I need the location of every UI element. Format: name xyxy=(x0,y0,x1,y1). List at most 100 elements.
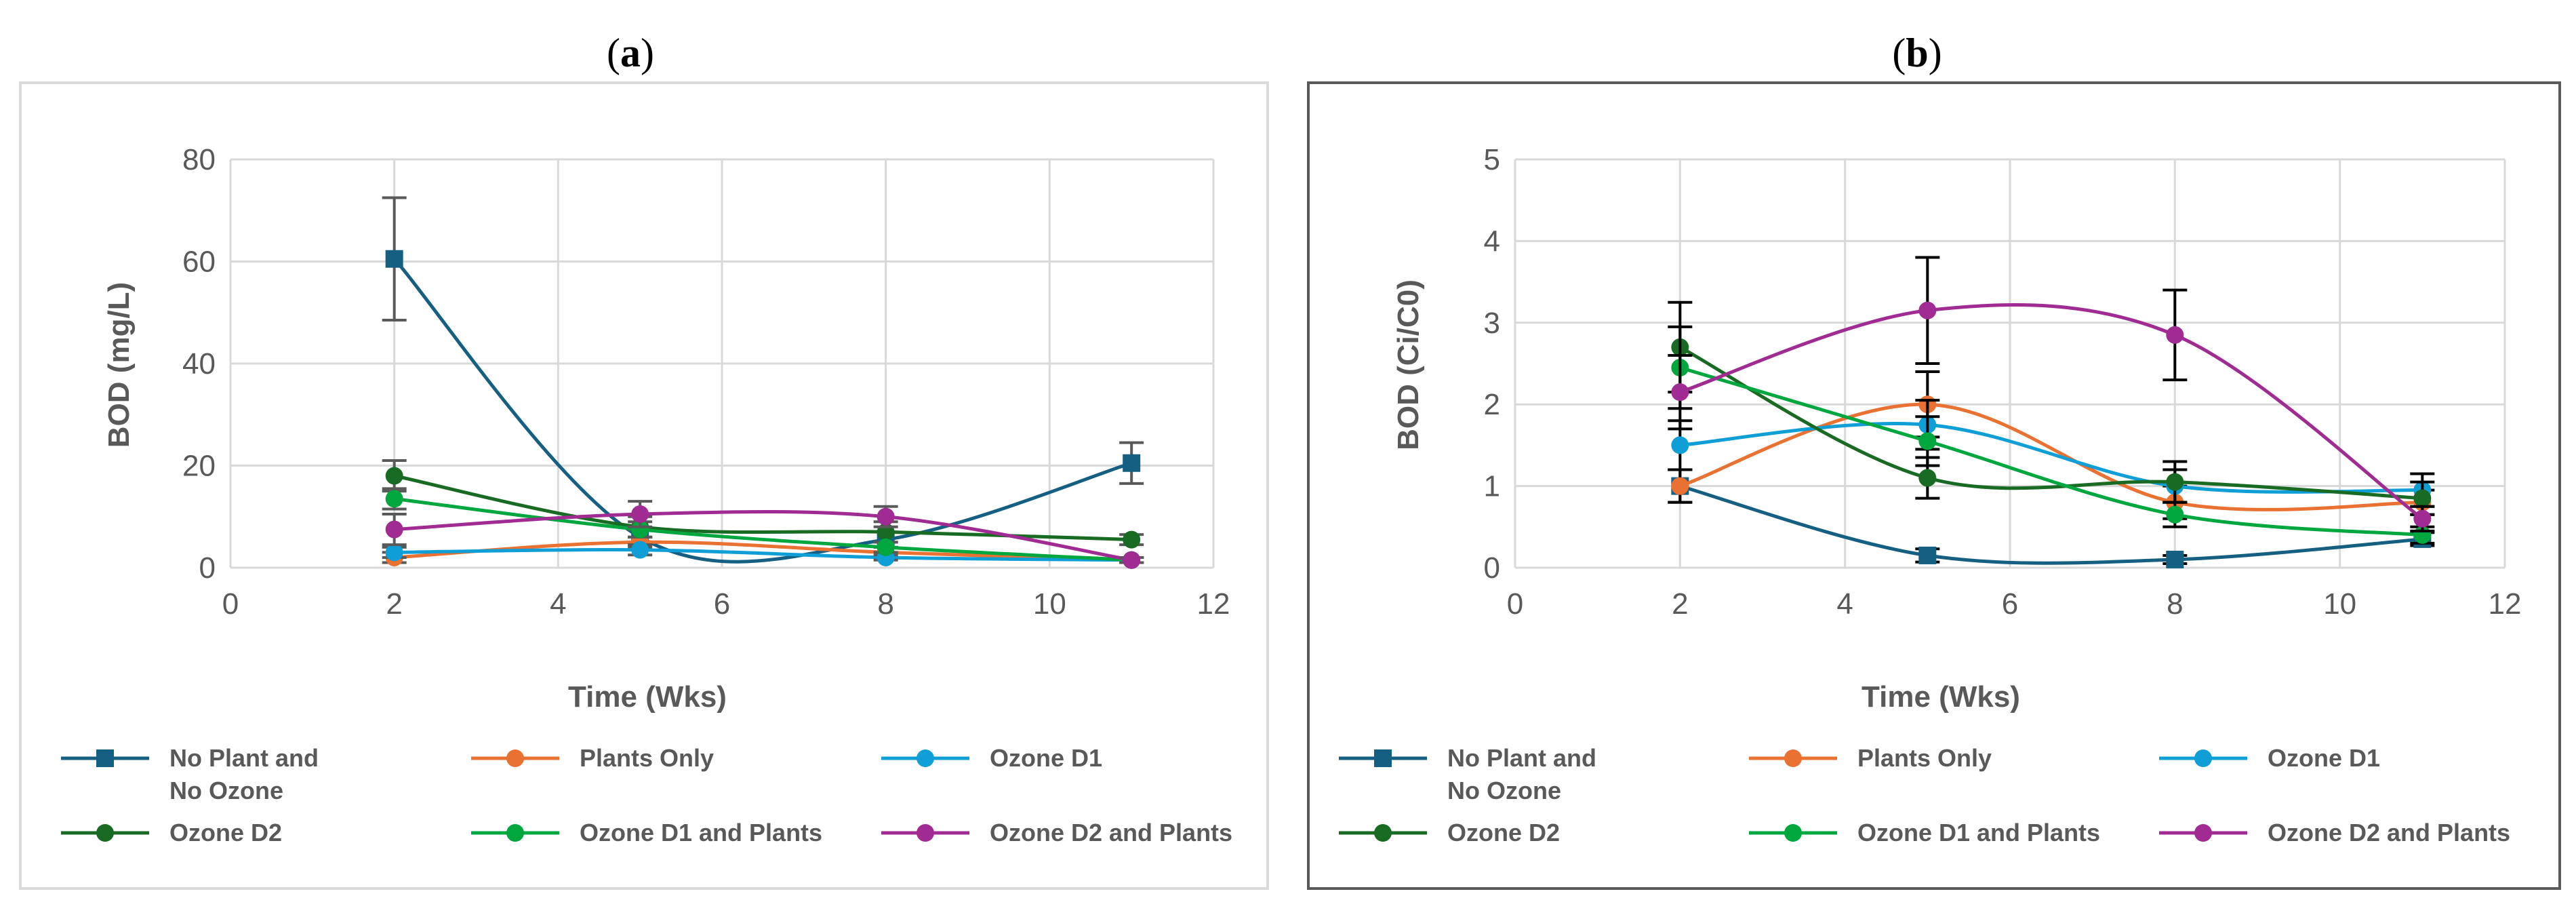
panel-b-xtick-label: 4 xyxy=(1836,587,1853,621)
panel-b-ytick-label: 3 xyxy=(1484,307,1500,340)
panel-b-legend-label: Ozone D1 and Plants xyxy=(1857,819,2100,846)
panel-b-data-point xyxy=(1671,477,1689,495)
panel-a-legend-label: Ozone D2 and Plants xyxy=(990,819,1232,846)
panel-a-series-ozone-d2-and-plants xyxy=(382,500,1144,569)
panel-a-legend-item-no-plant-and-no-ozone: No Plant and No Ozone xyxy=(61,744,319,804)
panel-b-data-point xyxy=(1671,383,1689,402)
panel-a-xtick-label: 2 xyxy=(386,587,402,621)
panel-b-ytick-label: 1 xyxy=(1484,470,1500,503)
panel-b-data-point xyxy=(2413,509,2432,528)
panel-a-legend-swatch-marker xyxy=(96,749,114,767)
panel-a-legend-swatch-marker xyxy=(96,824,114,842)
panel-b-xtick-label: 8 xyxy=(2167,587,2183,621)
panel-b-data-point xyxy=(1671,436,1689,454)
panel-a-legend-label: No Plant and xyxy=(169,744,319,772)
panel-a-xtick-label: 10 xyxy=(1033,587,1066,621)
panel-b-data-point xyxy=(2166,505,2184,524)
panel-b-legend-item-ozone-d2: Ozone D2 xyxy=(1339,819,1560,846)
panel-a-ytick-label: 20 xyxy=(182,450,216,483)
panel-a-xtick-label: 4 xyxy=(550,587,566,621)
panel-b-legend-swatch-marker xyxy=(1374,749,1392,767)
panel-b-legend-label-line2: No Ozone xyxy=(1447,777,1561,804)
panel-b-data-point xyxy=(1918,301,1937,319)
panel-b-xtick-label: 12 xyxy=(2489,587,2522,621)
panel-b-xtick-label: 2 xyxy=(1672,587,1688,621)
panel-a-legend-swatch-marker xyxy=(506,749,524,767)
panel-a-data-point xyxy=(385,490,403,508)
panel-a-xtick-label: 6 xyxy=(714,587,730,621)
panel-b-xtick-label: 0 xyxy=(1507,587,1523,621)
panel-b-ytick-label: 4 xyxy=(1484,225,1500,258)
panel-a-ytick-label: 40 xyxy=(182,347,216,381)
panel-a-series-line-no-plant-and-no-ozone xyxy=(393,258,1132,564)
panel-a-data-point xyxy=(385,467,403,485)
panel-b-legend-swatch-marker xyxy=(1374,824,1392,842)
panel-a-data-point xyxy=(631,520,649,539)
panel-b-data-point xyxy=(1918,432,1937,450)
panel-b-legend-swatch-marker xyxy=(1784,824,1802,842)
panel-b-legend-label: Plants Only xyxy=(1857,744,1992,772)
panel-a-legend-label: Plants Only xyxy=(580,744,714,772)
panel-a-data-point xyxy=(877,538,895,556)
panel-a-ytick-label: 60 xyxy=(182,246,216,279)
panel-a-xtick-label: 8 xyxy=(877,587,893,621)
panel-b-legend-item-no-plant-and-no-ozone: No Plant and No Ozone xyxy=(1339,744,1596,804)
panel-b-data-point xyxy=(1918,469,1937,487)
panel-a-xtick-label: 0 xyxy=(222,587,239,621)
panel-b-series-line-plants-only xyxy=(1679,402,2423,511)
panel-a-series-line-ozone-d1 xyxy=(394,547,1132,562)
panel-b-ylabel: BOD (Ci/C0) xyxy=(1392,279,1425,450)
panel-b-legend-item-ozone-d1: Ozone D1 xyxy=(2159,744,2380,772)
panel-a-xtick-label: 12 xyxy=(1197,587,1230,621)
panel-a-legend-swatch-marker xyxy=(917,824,934,842)
panel-a-legend: No Plant and No Ozone Plants Only Ozone D1 O… xyxy=(61,744,1232,846)
panel-a-data-point xyxy=(1123,530,1141,549)
panel-a-series-line-ozone-d1-and-plants xyxy=(394,496,1132,562)
panel-a-ylabel: BOD (mg/L) xyxy=(102,282,136,448)
panel-a-legend-label-line2: No Ozone xyxy=(169,777,283,804)
panel-b-data-point xyxy=(2166,550,2184,568)
panel-a-data-point xyxy=(631,541,649,559)
panel-b-series-line-ozone-d1-and-plants xyxy=(1679,366,2423,537)
panel-b-legend-item-ozone-d2-and-plants: Ozone D2 and Plants xyxy=(2159,819,2510,846)
panel-b-legend-item-ozone-d1-and-plants: Ozone D1 and Plants xyxy=(1749,819,2100,846)
panel-a-legend-item-ozone-d1-and-plants: Ozone D1 and Plants xyxy=(471,819,822,846)
panel-a-legend-label: Ozone D1 xyxy=(990,744,1102,772)
panel-a-legend-label: Ozone D2 xyxy=(169,819,282,846)
panel-a-data-point xyxy=(1123,551,1141,569)
panel-b-data-point xyxy=(2166,473,2184,491)
panel-b-legend-label: Ozone D1 xyxy=(2268,744,2380,772)
panel-a-series-line-ozone-d2 xyxy=(394,474,1132,542)
panel-b-data-point xyxy=(2166,326,2184,344)
panel-a-frame xyxy=(19,81,1269,890)
panel-a-series-line-ozone-d2-and-plants xyxy=(394,510,1132,562)
panel-b-series-ozone-d2 xyxy=(1668,300,2435,516)
panel-b-series-line-ozone-d2 xyxy=(1679,345,2423,501)
panel-b-ytick-label: 0 xyxy=(1484,551,1500,585)
panel-a-ytick-label: 80 xyxy=(182,143,216,176)
panel-a-data-point xyxy=(1123,454,1141,472)
panel-b-series-line-ozone-d2-and-plants xyxy=(1679,303,2423,520)
panel-a-legend-item-ozone-d2: Ozone D2 xyxy=(61,819,282,846)
panel-a-data-point xyxy=(877,507,895,526)
panel-b-data-point xyxy=(2413,489,2432,507)
panel-b-xlabel: Time (Wks) xyxy=(1861,680,2020,714)
panel-a-legend-item-ozone-d1: Ozone D1 xyxy=(881,744,1102,772)
panel-a-data-point xyxy=(385,250,403,268)
panel-a-data-point xyxy=(385,520,403,539)
panel-a-legend-item-ozone-d2-and-plants: Ozone D2 and Plants xyxy=(881,819,1232,846)
panel-a-data-point xyxy=(631,505,649,523)
panel-a-ytick-label: 0 xyxy=(199,551,216,585)
panel-b-legend-label: No Plant and xyxy=(1447,744,1596,772)
panel-a-xlabel: Time (Wks) xyxy=(568,680,727,714)
panel-b-legend-swatch-marker xyxy=(2194,824,2212,842)
panel-b-legend-item-plants-only: Plants Only xyxy=(1749,744,1992,772)
panel-a-label: (a) xyxy=(607,31,654,75)
panel-a-legend-label: Ozone D1 and Plants xyxy=(580,819,822,846)
panel-a-data-point xyxy=(385,543,403,562)
panel-b-legend-swatch-marker xyxy=(2194,749,2212,767)
panel-b-ytick-label: 2 xyxy=(1484,388,1500,421)
panel-b-xtick-label: 6 xyxy=(2002,587,2018,621)
